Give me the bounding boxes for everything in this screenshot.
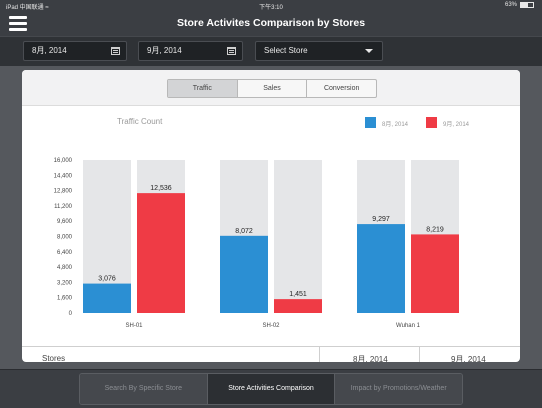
bar-background (274, 160, 322, 313)
bar-2-1 (137, 193, 185, 313)
page-title: Store Activites Comparison by Stores (176, 17, 366, 29)
segment-conversion[interactable]: Conversion (323, 85, 360, 92)
month-picker-1[interactable]: 8月, 2014 (23, 41, 127, 61)
y-tick-label: 11,200 (54, 204, 73, 210)
status-time: 下午3:10 (259, 5, 283, 11)
bar-1-2 (220, 235, 268, 313)
y-tick-label: 4,800 (57, 265, 73, 271)
metric-selector-area: Traffic Sales Conversion (22, 70, 520, 106)
chart-card: Traffic Sales Conversion Traffic Count 8月… (22, 70, 520, 362)
y-tick-label: 12,800 (54, 189, 73, 195)
table-header: Stores 8月, 2014 9月, 2014 (22, 346, 520, 362)
tab-search-by-store[interactable]: Search By Specific Store (80, 374, 208, 404)
y-tick-label: 8,000 (57, 235, 73, 241)
y-tick-label: 14,400 (54, 173, 73, 179)
month-picker-2[interactable]: 9月, 2014 (138, 41, 243, 61)
y-tick-label: 9,600 (57, 219, 73, 225)
x-category-label: SH-01 (125, 323, 143, 329)
legend-label-1: 8月, 2014 (382, 121, 409, 128)
tab-impact-promotions[interactable]: Impact by Promotions/Weather (335, 374, 462, 404)
y-tick-label: 0 (69, 311, 73, 317)
x-category-label: SH-02 (262, 323, 280, 329)
battery-status: 63% (505, 2, 534, 8)
legend-swatch-1 (365, 117, 376, 128)
menu-icon[interactable] (9, 16, 27, 31)
bottom-tab-group: Search By Specific Store Store Activitie… (79, 373, 463, 405)
battery-icon (520, 2, 534, 8)
calendar-icon[interactable] (111, 47, 120, 55)
month-picker-1-value: 8月, 2014 (32, 46, 67, 55)
nav-bar: Store Activites Comparison by Stores (0, 12, 542, 36)
legend-swatch-2 (426, 117, 437, 128)
metric-segmented-control: Traffic Sales Conversion (167, 79, 377, 98)
data-label: 12,536 (150, 185, 172, 192)
data-label: 1,451 (289, 291, 307, 298)
chart-title: Traffic Count (117, 117, 163, 126)
bar-1-1 (83, 283, 131, 313)
x-category-label: Wuhan 1 (396, 323, 421, 329)
column-header-stores: Stores (42, 354, 66, 362)
y-tick-label: 6,400 (57, 250, 73, 256)
data-label: 8,219 (426, 226, 444, 233)
filter-bar: 8月, 2014 9月, 2014 Select Store (0, 36, 542, 66)
store-select-value: Select Store (264, 46, 308, 55)
battery-percent: 63% (504, 2, 517, 8)
y-tick-label: 3,200 (57, 280, 73, 286)
column-header-date1: 8月, 2014 (353, 355, 388, 362)
status-bar: iPad 中国联通 ≈ 下午3:10 63% (0, 0, 542, 12)
store-select[interactable]: Select Store (255, 41, 383, 61)
traffic-bar-chart: Traffic Count 8月, 2014 9月, 2014 0 1,600 3,200… (54, 117, 470, 329)
data-label: 9,297 (372, 216, 390, 223)
column-header-date2: 9月, 2014 (451, 355, 486, 362)
y-tick-label: 16,000 (54, 158, 73, 164)
calendar-icon[interactable] (227, 47, 236, 55)
month-picker-2-value: 9月, 2014 (147, 46, 182, 55)
data-label: 3,076 (98, 276, 116, 283)
carrier-label: iPad 中国联通 ≈ (6, 5, 49, 11)
data-label: 8,072 (235, 228, 253, 235)
legend-label-2: 9月, 2014 (443, 121, 470, 128)
segment-sales[interactable]: Sales (238, 80, 308, 97)
segment-traffic[interactable]: Traffic (168, 80, 238, 97)
tab-store-comparison[interactable]: Store Activities Comparison (207, 374, 336, 404)
bar-1-3 (357, 224, 405, 313)
chevron-down-icon (365, 49, 373, 53)
bar-2-3 (411, 234, 459, 313)
bar-2-2 (274, 299, 322, 313)
y-tick-label: 1,600 (57, 296, 73, 302)
bottom-tab-bar: Search By Specific Store Store Activitie… (0, 369, 542, 408)
